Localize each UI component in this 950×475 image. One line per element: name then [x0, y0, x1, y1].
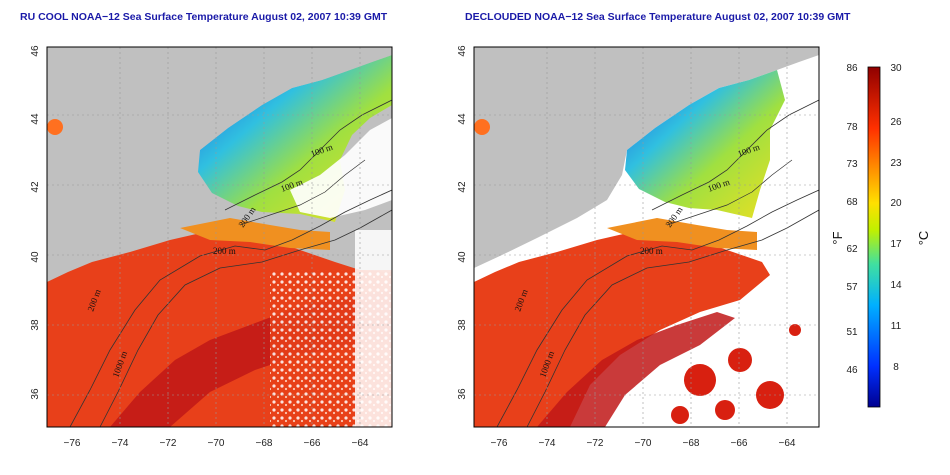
- left-map-title: RU COOL NOAA−12 Sea Surface Temperature …: [20, 11, 388, 23]
- lon-tick-label: −74: [539, 438, 556, 449]
- fahrenheit-scale: 86 78 73 68 62 57 51 46: [846, 63, 858, 376]
- lat-tick-label: 36: [30, 388, 41, 400]
- lat-tick-label: 46: [30, 45, 41, 57]
- colorbar-gradient: [867, 66, 881, 408]
- right-depth-contour-100: [651, 99, 819, 211]
- right-lat-axis: 46 44 42 40 38 36: [457, 45, 468, 400]
- lat-tick-label: 38: [457, 319, 468, 331]
- lon-tick-label: −70: [635, 438, 652, 449]
- lon-tick-label: −68: [256, 438, 273, 449]
- lon-tick-label: −72: [587, 438, 604, 449]
- celsius-tick-label: 30: [890, 63, 902, 74]
- left-cape-cod-water: [180, 218, 330, 250]
- lon-tick-label: −72: [160, 438, 177, 449]
- fahrenheit-unit-label: °F: [830, 231, 845, 244]
- left-sst-map: 100 m 100 m 200 m 200 m 200 m 1000 m 46 …: [30, 45, 393, 449]
- left-lon-axis: −76 −74 −72 −70 −68 −66 −64: [64, 438, 369, 449]
- left-depth-contour-1000: [99, 209, 392, 427]
- lat-tick-label: 40: [30, 251, 41, 263]
- left-lat-axis: 46 44 42 40 38 36: [30, 45, 41, 400]
- right-sst-map: 100 m 100 m 200 m 200 m 200 m 1000 m 46 …: [457, 45, 820, 449]
- right-depth-contour-200: [496, 189, 819, 427]
- fahrenheit-tick-label: 46: [846, 365, 858, 376]
- left-map-frame: [46, 46, 393, 428]
- right-lon-axis: −76 −74 −72 −70 −68 −66 −64: [491, 438, 796, 449]
- celsius-tick-label: 20: [890, 198, 902, 209]
- fahrenheit-tick-label: 51: [846, 327, 858, 338]
- lat-tick-label: 44: [30, 113, 41, 125]
- fahrenheit-tick-label: 57: [846, 282, 858, 293]
- lat-tick-label: 36: [457, 388, 468, 400]
- lon-tick-label: −74: [112, 438, 129, 449]
- celsius-tick-label: 14: [890, 280, 902, 291]
- right-gulf-of-maine: [625, 70, 785, 218]
- left-depth-contour-100b: [239, 159, 366, 226]
- left-depth-contour-100: [224, 99, 392, 211]
- left-lake-spot: [47, 119, 63, 135]
- right-map-frame: [473, 46, 820, 428]
- lon-tick-label: −76: [491, 438, 508, 449]
- lat-tick-label: 40: [457, 251, 468, 263]
- right-ocean-warm: [474, 228, 770, 427]
- fahrenheit-tick-label: 68: [846, 197, 858, 208]
- right-gulf-stream: [537, 312, 735, 427]
- celsius-tick-label: 11: [891, 321, 902, 332]
- left-scotian-shelf: [290, 118, 392, 218]
- left-land-inner: [47, 47, 392, 268]
- celsius-unit-label: °C: [916, 231, 931, 246]
- right-land: [474, 47, 819, 268]
- right-cape-cod-water: [607, 218, 757, 250]
- left-gulf-of-maine: [198, 55, 392, 222]
- lat-tick-label: 46: [457, 45, 468, 57]
- lat-tick-label: 38: [30, 319, 41, 331]
- fahrenheit-tick-label: 86: [846, 63, 858, 74]
- lat-tick-label: 42: [30, 181, 41, 193]
- right-contour-label: 200 m: [640, 246, 663, 256]
- fahrenheit-tick-label: 62: [846, 244, 858, 255]
- right-grid: [474, 47, 819, 427]
- left-grid: [47, 47, 392, 427]
- fahrenheit-tick-label: 78: [846, 122, 858, 133]
- lon-tick-label: −66: [304, 438, 321, 449]
- left-depth-contour-200: [69, 189, 392, 427]
- lon-tick-label: −64: [779, 438, 796, 449]
- lat-tick-label: 44: [457, 113, 468, 125]
- temperature-colorbar: 86 78 73 68 62 57 51 46 30 26 23 20 17 1…: [830, 63, 931, 408]
- lat-tick-label: 42: [457, 181, 468, 193]
- celsius-tick-label: 17: [890, 239, 902, 250]
- lon-tick-label: −66: [731, 438, 748, 449]
- lon-tick-label: −76: [64, 438, 81, 449]
- left-cloud-area-east: [355, 230, 392, 427]
- lon-tick-label: −64: [352, 438, 369, 449]
- celsius-tick-label: 26: [890, 117, 902, 128]
- right-map-title: DECLOUDED NOAA−12 Sea Surface Temperatur…: [465, 11, 851, 23]
- celsius-scale: 30 26 23 20 17 14 11 8: [890, 63, 902, 373]
- lon-tick-label: −70: [208, 438, 225, 449]
- right-lake-spot: [474, 119, 490, 135]
- lon-tick-label: −68: [683, 438, 700, 449]
- right-depth-contour-1000: [526, 209, 819, 427]
- celsius-tick-label: 8: [893, 362, 899, 373]
- celsius-tick-label: 23: [890, 158, 902, 169]
- left-contour-label: 200 m: [213, 246, 236, 256]
- right-depth-contour-100b: [666, 159, 793, 226]
- fahrenheit-tick-label: 73: [846, 159, 858, 170]
